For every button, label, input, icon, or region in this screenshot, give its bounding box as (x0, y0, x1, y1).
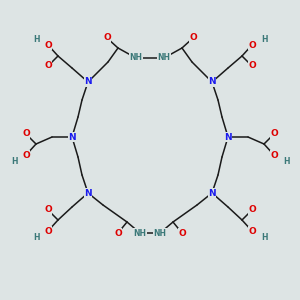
Text: H: H (33, 35, 39, 44)
Text: O: O (270, 151, 278, 160)
Text: N: N (208, 188, 216, 197)
Text: N: N (224, 133, 232, 142)
Text: H: H (261, 233, 267, 242)
Text: NH: NH (130, 53, 142, 62)
Text: N: N (208, 77, 216, 86)
Text: H: H (283, 158, 289, 166)
Text: N: N (68, 133, 76, 142)
Text: H: H (33, 233, 39, 242)
Text: NH: NH (134, 229, 146, 238)
Text: O: O (270, 130, 278, 139)
Text: NH: NH (154, 229, 166, 238)
Text: N: N (84, 77, 92, 86)
Text: O: O (22, 130, 30, 139)
Text: O: O (22, 151, 30, 160)
Text: H: H (261, 35, 267, 44)
Text: O: O (248, 61, 256, 70)
Text: O: O (44, 61, 52, 70)
Text: O: O (248, 40, 256, 50)
Text: NH: NH (158, 53, 170, 62)
Text: O: O (103, 34, 111, 43)
Text: O: O (248, 206, 256, 214)
Text: O: O (178, 229, 186, 238)
Text: O: O (44, 40, 52, 50)
Text: O: O (248, 226, 256, 236)
Text: N: N (84, 188, 92, 197)
Text: O: O (44, 226, 52, 236)
Text: O: O (189, 34, 197, 43)
Text: O: O (114, 229, 122, 238)
Text: O: O (44, 206, 52, 214)
Text: H: H (11, 158, 17, 166)
